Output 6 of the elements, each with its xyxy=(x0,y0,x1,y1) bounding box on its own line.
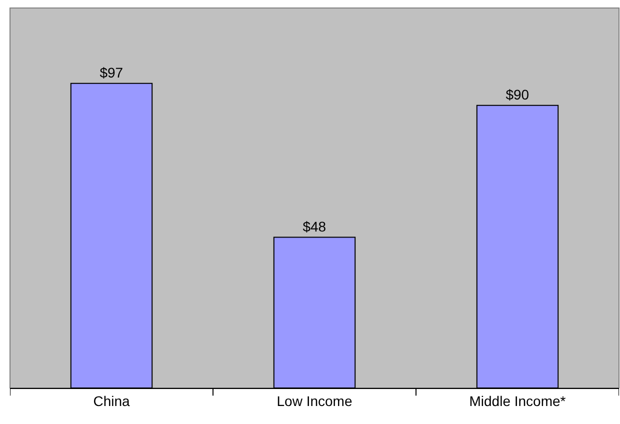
x-tick-label: China xyxy=(93,392,130,409)
x-tick-label: Middle Income* xyxy=(469,392,566,409)
x-tick-label: Low Income xyxy=(276,392,352,409)
data-label: $90 xyxy=(506,86,530,102)
data-label: $97 xyxy=(100,64,124,80)
data-label: $48 xyxy=(302,218,326,234)
